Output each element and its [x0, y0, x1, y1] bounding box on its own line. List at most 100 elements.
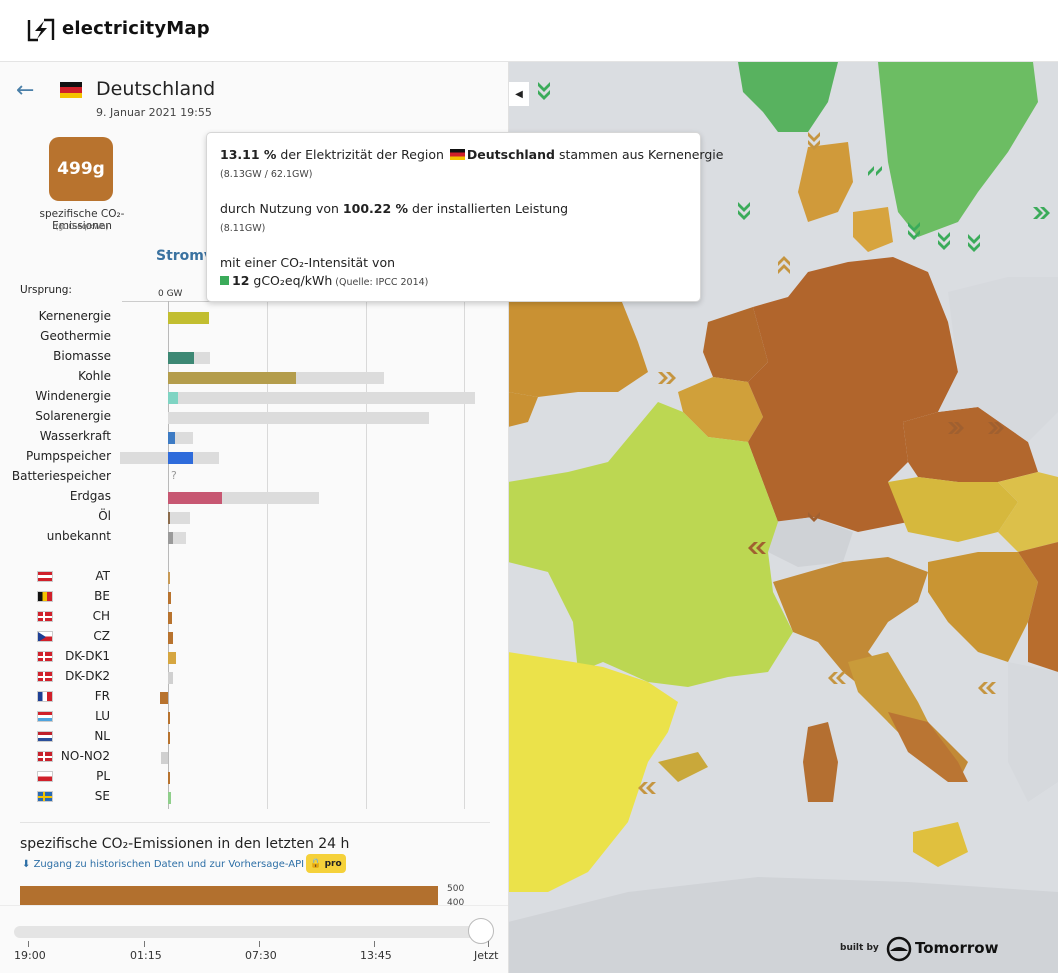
exchange-row[interactable]: DK-DK2 — [0, 666, 508, 686]
tomorrow-brand[interactable]: Tomorrow — [915, 939, 999, 957]
exchange-bar[interactable] — [168, 592, 171, 604]
gridline — [366, 301, 367, 809]
exchange-row[interactable]: LU — [0, 706, 508, 726]
exchange-row[interactable]: DK-DK1 — [0, 646, 508, 666]
back-arrow-icon[interactable]: ← — [16, 78, 35, 103]
tomorrow-logo-icon — [886, 936, 912, 962]
time-slider-handle[interactable] — [468, 918, 494, 944]
exchange-row[interactable]: BE — [0, 586, 508, 606]
exchange-zone-code: FR — [94, 689, 110, 703]
time-label: Jetzt — [474, 949, 499, 962]
no-flag-icon — [37, 751, 53, 762]
exchange-row[interactable]: CH — [0, 606, 508, 626]
exchange-row[interactable]: NL — [0, 726, 508, 746]
exchange-row[interactable]: FR — [0, 686, 508, 706]
source-row[interactable]: Wasserkraft — [0, 426, 508, 446]
exchange-bar[interactable] — [168, 572, 170, 584]
history-api-link-text[interactable]: Zugang zu historischen Daten und zur Vor… — [33, 859, 305, 870]
source-row[interactable]: Windenergie — [0, 386, 508, 406]
source-row[interactable]: Geothermie — [0, 326, 508, 346]
production-bar[interactable] — [168, 352, 194, 364]
time-slider-track[interactable] — [14, 926, 484, 938]
source-label: Batteriespeicher — [11, 469, 111, 483]
be-flag-icon — [37, 591, 53, 602]
production-bar[interactable] — [168, 372, 296, 384]
capacity-bar[interactable] — [168, 412, 429, 424]
map-sweden — [878, 62, 1038, 237]
zero-line — [168, 301, 169, 809]
pro-badge[interactable]: 🔒 pro — [306, 854, 346, 873]
exchange-bar[interactable] — [160, 692, 168, 704]
tooltip-line-2: durch Nutzung von 100.22 % der installie… — [220, 201, 569, 216]
section-title[interactable]: Stromv — [156, 248, 214, 264]
exchange-row[interactable]: PL — [0, 766, 508, 786]
map-uk — [508, 277, 648, 397]
zone-name: Deutschland — [96, 78, 216, 100]
exchange-bar[interactable] — [168, 732, 170, 744]
exchange-row[interactable]: AT — [0, 566, 508, 586]
capacity-bar[interactable] — [168, 512, 190, 524]
source-row[interactable]: Öl — [0, 506, 508, 526]
production-bar[interactable] — [168, 532, 173, 544]
zone-date: 9. Januar 2021 19:55 — [96, 106, 212, 119]
capacity-bar[interactable] — [168, 392, 475, 404]
map-netherlands — [703, 307, 768, 382]
history-chart[interactable] — [20, 886, 438, 908]
tooltip-line-1: 13.11 % der Elektrizität der Region Deut… — [220, 147, 724, 162]
exchange-row[interactable]: SE — [0, 786, 508, 806]
exchange-zone-code: PL — [96, 769, 110, 783]
time-slider[interactable]: 19:00 01:15 07:30 13:45 Jetzt — [0, 905, 508, 973]
negative-capacity-bar[interactable] — [120, 452, 168, 464]
time-tick — [259, 941, 260, 947]
source-label: Windenergie — [35, 389, 111, 403]
source-row[interactable]: Erdgas — [0, 486, 508, 506]
exchange-zone-code: DK-DK1 — [65, 649, 110, 663]
map-norway — [738, 62, 838, 132]
map-switzerland — [768, 517, 853, 567]
pro-label: pro — [324, 858, 342, 869]
germany-flag-icon — [60, 82, 82, 98]
exchange-bar[interactable] — [161, 752, 168, 764]
source-label: Öl — [98, 509, 111, 523]
production-bar[interactable] — [168, 452, 193, 464]
exchange-zone-code: NO-NO2 — [60, 749, 110, 763]
map-france — [508, 402, 793, 687]
map-spain — [508, 652, 678, 892]
production-bar[interactable] — [168, 392, 178, 404]
capacity-bar[interactable] — [168, 532, 186, 544]
production-bar[interactable] — [168, 492, 222, 504]
se-flag-icon — [37, 791, 53, 802]
source-row[interactable]: Pumpspeicher — [0, 446, 508, 466]
source-label: Biomasse — [53, 349, 111, 363]
source-row[interactable]: Kohle — [0, 366, 508, 386]
time-label: 13:45 — [360, 949, 392, 962]
exchange-bar[interactable] — [168, 672, 173, 684]
source-row[interactable]: Batteriespeicher? — [0, 466, 508, 486]
history-ytick: 400 — [447, 898, 465, 908]
production-bar[interactable] — [168, 432, 175, 444]
exchange-zone-code: NL — [94, 729, 110, 743]
source-row[interactable]: Biomasse — [0, 346, 508, 366]
map[interactable] — [508, 62, 1058, 973]
exchange-row[interactable]: CZ — [0, 626, 508, 646]
exchange-bar[interactable] — [168, 612, 172, 624]
dk-flag-icon — [37, 671, 53, 682]
exchange-bar[interactable] — [168, 772, 170, 784]
time-tick — [488, 941, 489, 947]
production-bar[interactable] — [168, 312, 209, 324]
exchange-row[interactable]: NO-NO2 — [0, 746, 508, 766]
time-tick — [374, 941, 375, 947]
lock-icon: 🔒 — [310, 858, 322, 869]
source-row[interactable]: Kernenergie — [0, 306, 508, 326]
exchange-bar[interactable] — [168, 632, 173, 644]
history-api-link[interactable]: ⬇ Zugang zu historischen Daten und zur V… — [22, 859, 304, 870]
source-row[interactable]: Solarenergie — [0, 406, 508, 426]
time-tick — [28, 941, 29, 947]
map-austria — [888, 477, 1018, 542]
exchange-bar[interactable] — [168, 712, 170, 724]
production-bar[interactable] — [168, 512, 170, 524]
exchange-bar[interactable] — [168, 652, 176, 664]
source-row[interactable]: unbekannt — [0, 526, 508, 546]
collapse-panel-button[interactable]: ◀ — [509, 82, 529, 106]
exchange-bar[interactable] — [168, 792, 171, 804]
